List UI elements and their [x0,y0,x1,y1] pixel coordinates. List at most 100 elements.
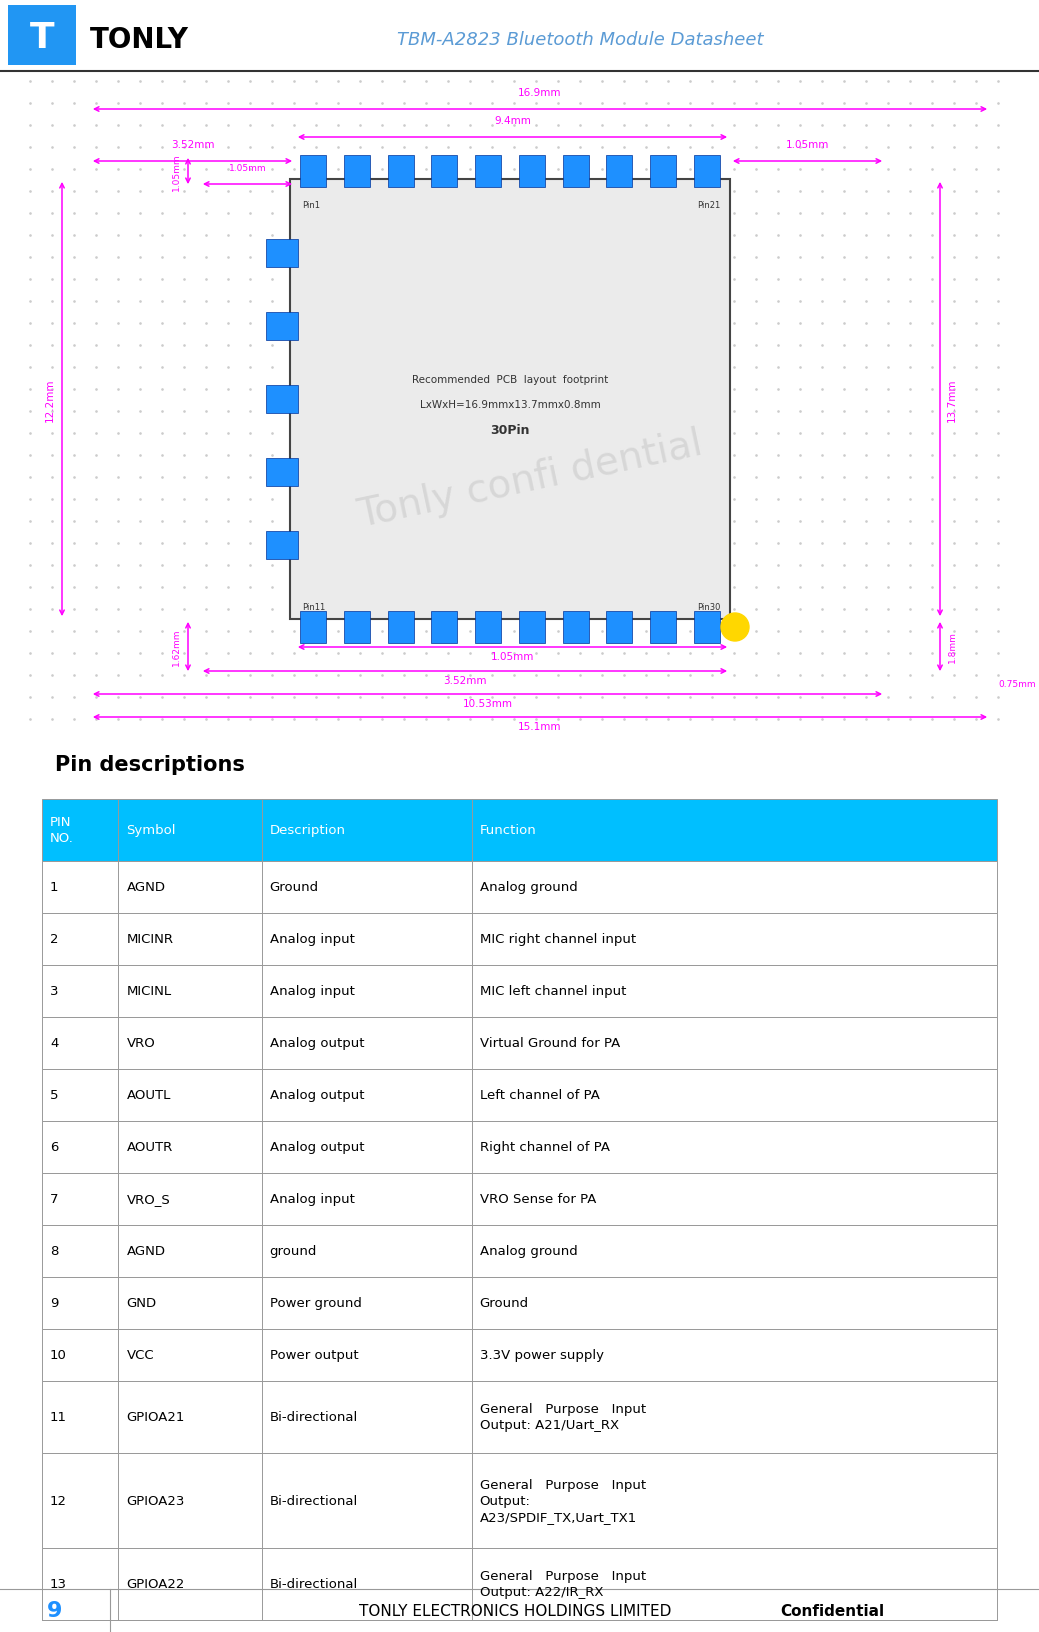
Text: 3.52mm: 3.52mm [444,676,486,685]
Text: 1.05mm: 1.05mm [229,163,266,173]
Text: MICINR: MICINR [127,934,174,947]
Bar [607,157,633,188]
Bar [290,180,730,620]
Text: 2: 2 [50,934,58,947]
Text: Pin descriptions: Pin descriptions [55,754,245,775]
Text: TBM-A2823 Bluetooth Module Datasheet: TBM-A2823 Bluetooth Module Datasheet [397,31,764,49]
Text: Bi-directional: Bi-directional [270,1410,357,1423]
Text: 1.05mm: 1.05mm [171,153,181,191]
Text: General   Purpose   Input
Output: A22/IR_RX: General Purpose Input Output: A22/IR_RX [480,1570,646,1598]
Bar [518,612,544,643]
Text: VRO: VRO [127,1036,155,1049]
Bar [266,240,298,268]
Bar [518,157,544,188]
Bar [42,1069,997,1121]
Text: 9: 9 [50,1297,58,1310]
Text: AGND: AGND [127,1245,165,1258]
Text: Analog output: Analog output [270,1141,364,1154]
Text: 0.75mm: 0.75mm [998,681,1036,689]
Text: Description: Description [270,824,346,837]
Bar [42,1452,997,1549]
Bar [42,914,997,966]
Text: Analog ground: Analog ground [480,881,578,894]
Text: 15.1mm: 15.1mm [518,721,562,731]
Text: Analog input: Analog input [270,984,354,997]
Text: 13.7mm: 13.7mm [947,379,957,421]
Bar [42,800,997,862]
Bar [650,157,676,188]
Text: 3: 3 [50,984,58,997]
Text: Virtual Ground for PA: Virtual Ground for PA [480,1036,620,1049]
Text: TONLY ELECTRONICS HOLDINGS LIMITED: TONLY ELECTRONICS HOLDINGS LIMITED [358,1603,681,1617]
Bar [344,612,370,643]
Text: Analog ground: Analog ground [480,1245,578,1258]
Bar [388,612,414,643]
Text: Ground: Ground [270,881,319,894]
Bar [42,1173,997,1226]
Text: Symbol: Symbol [127,824,176,837]
Bar [42,1278,997,1328]
Text: Pin21: Pin21 [697,201,720,211]
Text: 12.2mm: 12.2mm [45,379,55,421]
Bar [266,313,298,341]
Circle shape [721,614,749,641]
Text: 10.53mm: 10.53mm [462,698,512,708]
Text: GPIOA22: GPIOA22 [127,1578,185,1591]
Text: 8: 8 [50,1245,58,1258]
Text: Analog output: Analog output [270,1089,364,1102]
Bar [266,385,298,415]
Text: Recommended  PCB  layout  footprint: Recommended PCB layout footprint [411,375,608,385]
Text: 3.52mm: 3.52mm [170,140,214,150]
Text: Power output: Power output [270,1348,358,1361]
Text: Analog output: Analog output [270,1036,364,1049]
Text: Right channel of PA: Right channel of PA [480,1141,610,1154]
Text: 30Pin: 30Pin [490,423,530,436]
Bar [475,157,501,188]
Text: 1.62mm: 1.62mm [171,628,181,666]
Text: Confidential: Confidential [780,1603,884,1617]
Bar [694,612,720,643]
Bar [266,459,298,486]
Bar [475,612,501,643]
Text: 4: 4 [50,1036,58,1049]
Text: 3.3V power supply: 3.3V power supply [480,1348,604,1361]
Text: General   Purpose   Input
Output: A21/Uart_RX: General Purpose Input Output: A21/Uart_R… [480,1402,646,1431]
Bar [42,966,997,1017]
Text: 6: 6 [50,1141,58,1154]
Bar [388,157,414,188]
Text: 1.05mm: 1.05mm [785,140,829,150]
Bar [300,157,326,188]
Bar [42,1549,997,1621]
Text: Function: Function [480,824,536,837]
Text: Ground: Ground [480,1297,529,1310]
Text: 16.9mm: 16.9mm [518,88,562,98]
Text: 12: 12 [50,1493,66,1506]
Text: 5: 5 [50,1089,58,1102]
Text: 7: 7 [50,1193,58,1206]
Bar [42,862,997,914]
Bar [563,612,589,643]
Text: Pin1: Pin1 [302,201,320,211]
Text: VRO Sense for PA: VRO Sense for PA [480,1193,596,1206]
Bar [42,1121,997,1173]
Text: 10: 10 [50,1348,66,1361]
Bar [563,157,589,188]
Bar [607,612,633,643]
Text: Tonly confi dential: Tonly confi dential [354,424,705,535]
Text: 1.05mm: 1.05mm [490,651,534,661]
Bar [431,612,457,643]
Text: 9.4mm: 9.4mm [495,116,531,126]
Text: Analog input: Analog input [270,934,354,947]
Text: 13: 13 [50,1578,66,1591]
Text: MIC right channel input: MIC right channel input [480,934,636,947]
Bar [42,1328,997,1381]
Bar [266,532,298,560]
Bar [0,0,1039,72]
Text: AOUTL: AOUTL [127,1089,170,1102]
Bar [344,157,370,188]
Text: ground: ground [270,1245,317,1258]
Text: AGND: AGND [127,881,165,894]
Text: GPIOA23: GPIOA23 [127,1493,185,1506]
Text: General   Purpose   Input
Output:
A23/SPDIF_TX,Uart_TX1: General Purpose Input Output: A23/SPDIF_… [480,1479,646,1523]
Text: LxWxH=16.9mmx13.7mmx0.8mm: LxWxH=16.9mmx13.7mmx0.8mm [420,400,601,410]
